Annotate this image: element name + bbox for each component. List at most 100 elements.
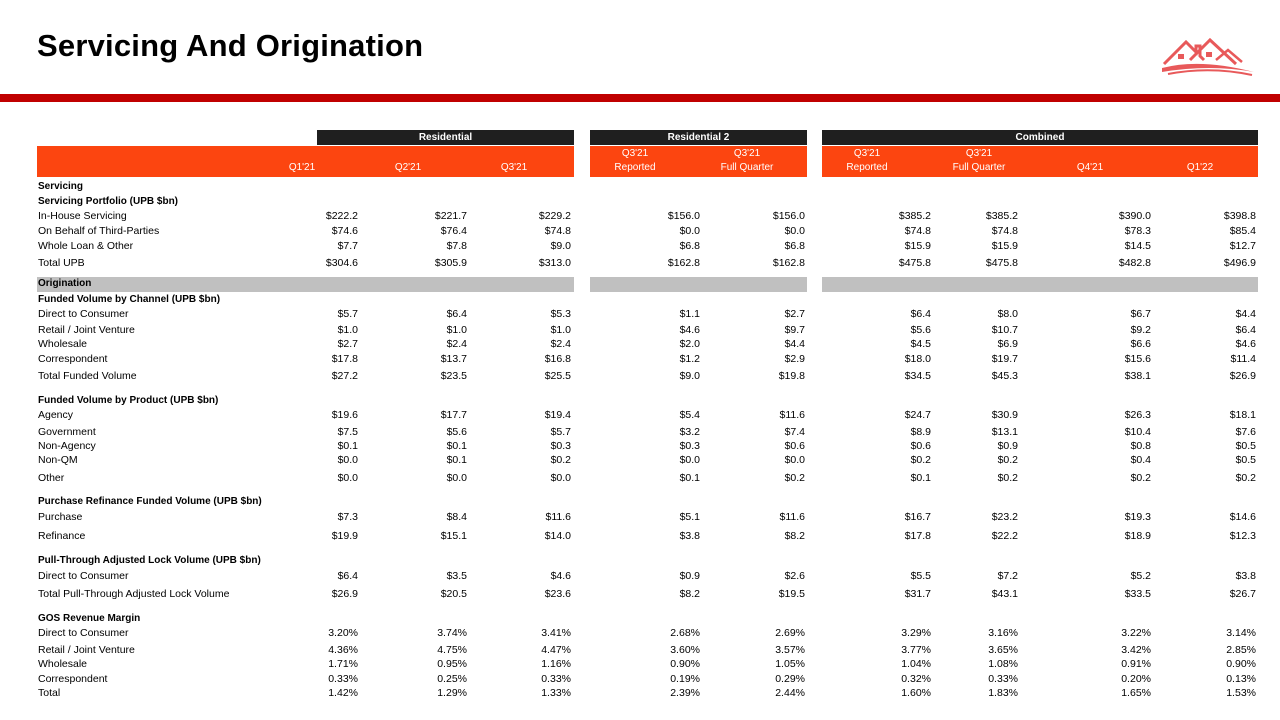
table-cell: $0.2	[910, 454, 931, 466]
table-cell: $26.9	[1229, 370, 1256, 382]
table-cell: $25.5	[544, 370, 571, 382]
table-cell: $162.8	[667, 257, 700, 269]
section-heading: Purchase Refinance Funded Volume (UPB $b…	[38, 496, 262, 507]
table-cell: $385.2	[898, 210, 931, 222]
table-cell: $11.6	[779, 511, 806, 523]
row-label: Wholesale	[38, 658, 88, 670]
table-cell: $5.3	[550, 308, 571, 320]
table-cell: $156.0	[667, 210, 700, 222]
column-header-line1	[358, 147, 458, 161]
table-cell: 3.42%	[1121, 644, 1151, 656]
table-cell: $9.0	[679, 370, 700, 382]
table-cell: $76.4	[440, 225, 467, 237]
table-cell: 0.25%	[437, 673, 467, 685]
table-cell: $0.2	[784, 472, 805, 484]
table-cell: 3.74%	[437, 627, 467, 639]
table-cell: 1.29%	[437, 687, 467, 699]
table-cell: $5.2	[1130, 570, 1151, 582]
table-cell: $3.8	[679, 530, 700, 542]
table-cell: $12.7	[1229, 240, 1256, 252]
table-cell: 2.85%	[1226, 644, 1256, 656]
table-cell: $43.1	[991, 588, 1018, 600]
table-cell: 0.33%	[988, 673, 1018, 685]
table-cell: $11.6	[545, 511, 572, 523]
row-label: Retail / Joint Venture	[38, 644, 135, 656]
column-header-bar	[37, 146, 574, 177]
row-label: Direct to Consumer	[38, 308, 129, 320]
table-cell: $45.3	[991, 370, 1018, 382]
table-cell: $7.5	[337, 426, 358, 438]
table-cell: $229.2	[538, 210, 571, 222]
table-cell: 0.90%	[1226, 658, 1256, 670]
table-cell: $3.8	[1235, 570, 1256, 582]
table-cell: 1.71%	[328, 658, 358, 670]
column-header-line1: Q3'21	[621, 148, 649, 159]
table-cell: $14.5	[1124, 240, 1151, 252]
row-label: Correspondent	[38, 353, 108, 365]
table-cell: 3.41%	[541, 627, 571, 639]
table-cell: $0.9	[679, 570, 700, 582]
row-label: Agency	[38, 409, 74, 421]
table-cell: $0.2	[1130, 472, 1151, 484]
table-cell: $7.6	[1235, 426, 1256, 438]
table-cell: $5.5	[910, 570, 931, 582]
group-header: Residential	[317, 130, 574, 145]
table-cell: $7.7	[337, 240, 358, 252]
section-heading: Funded Volume by Product (UPB $bn)	[38, 395, 219, 406]
table-cell: $0.0	[337, 454, 358, 466]
row-label: Total Funded Volume	[38, 370, 137, 382]
table-cell: 3.16%	[988, 627, 1018, 639]
table-cell: 1.83%	[988, 687, 1018, 699]
table-cell: 0.91%	[1121, 658, 1151, 670]
table-cell: $19.5	[778, 588, 805, 600]
table-cell: $482.8	[1118, 257, 1151, 269]
table-cell: $5.4	[679, 409, 700, 421]
table-cell: $17.8	[904, 530, 931, 542]
table-cell: $38.1	[1124, 370, 1151, 382]
table-cell: $475.8	[985, 257, 1018, 269]
table-cell: $19.8	[778, 370, 805, 382]
table-cell: 0.33%	[328, 673, 358, 685]
table-cell: $0.1	[446, 440, 467, 452]
table-cell: 1.42%	[328, 687, 358, 699]
row-label: Wholesale	[38, 338, 88, 350]
table-cell: $0.5	[1235, 454, 1256, 466]
table-cell: 0.13%	[1226, 673, 1256, 685]
row-label: Total	[38, 687, 61, 699]
table-cell: 0.29%	[775, 673, 805, 685]
table-cell: $0.1	[446, 454, 467, 466]
column-header-line2: Q1'22	[1186, 162, 1214, 173]
table-cell: $8.2	[679, 588, 700, 600]
table-cell: $26.9	[331, 588, 358, 600]
table-cell: $1.0	[550, 324, 571, 336]
column-header-line2: Q1'21	[288, 162, 316, 173]
table-cell: $15.9	[904, 240, 931, 252]
table-cell: $3.5	[446, 570, 467, 582]
row-label: Non-Agency	[38, 440, 96, 452]
table-cell: 1.08%	[988, 658, 1018, 670]
table-cell: $0.1	[679, 472, 700, 484]
table-cell: 0.33%	[541, 673, 571, 685]
table-cell: $19.7	[991, 353, 1018, 365]
table-cell: $23.5	[440, 370, 467, 382]
row-label: Other	[38, 472, 65, 484]
table-cell: $398.8	[1223, 210, 1256, 222]
table-cell: $74.8	[991, 225, 1018, 237]
column-header: Q1'21	[252, 147, 352, 175]
column-header-line2: Reported	[846, 162, 888, 173]
table-cell: 0.95%	[437, 658, 467, 670]
column-header-line2: Reported	[614, 162, 656, 173]
table-cell: $5.7	[550, 426, 571, 438]
column-header-line1: Q3'21	[733, 148, 761, 159]
table-cell: $14.6	[1229, 511, 1256, 523]
table-cell: $162.8	[772, 257, 805, 269]
section-band	[37, 277, 574, 292]
group-header: Residential 2	[590, 130, 807, 145]
table-cell: $30.9	[991, 409, 1018, 421]
row-label: Whole Loan & Other	[38, 240, 134, 252]
table-cell: $0.1	[910, 472, 931, 484]
table-cell: $13.7	[440, 353, 467, 365]
table-cell: $16.8	[544, 353, 571, 365]
table-cell: $305.9	[434, 257, 467, 269]
table-cell: $221.7	[434, 210, 467, 222]
